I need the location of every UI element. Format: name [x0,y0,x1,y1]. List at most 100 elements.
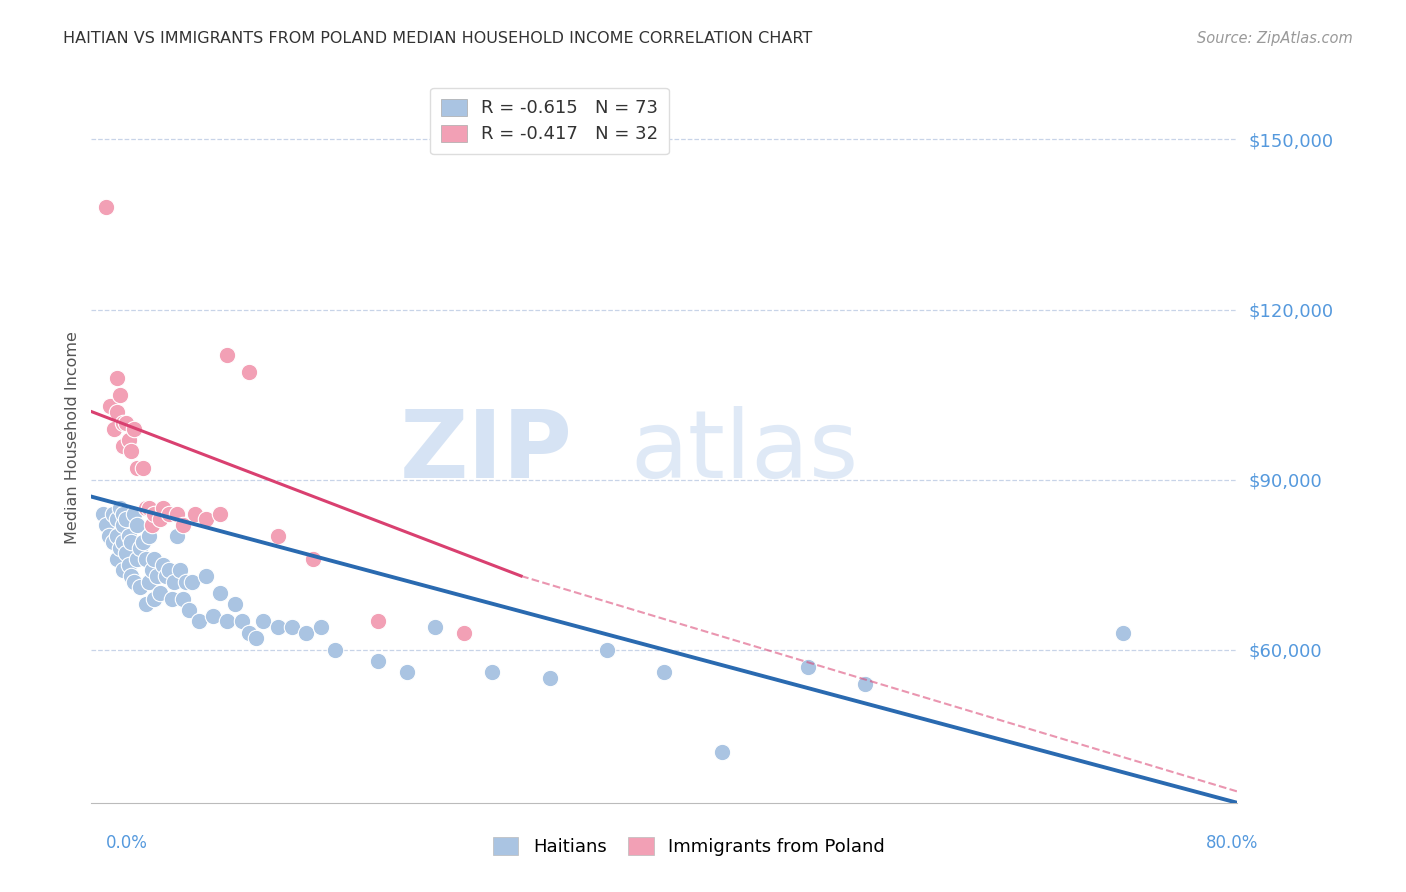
Text: 80.0%: 80.0% [1206,834,1258,852]
Point [1111,625,1133,640]
Point [187,615,209,629]
Point [155,569,177,583]
Y-axis label: Median Household Income: Median Household Income [65,331,80,543]
Point [194,569,217,583]
Point [796,659,818,673]
Point [217,615,239,629]
Point [91,507,114,521]
Point [94,201,117,215]
Point [169,563,191,577]
Legend: Haitians, Immigrants from Poland: Haitians, Immigrants from Poland [486,830,891,863]
Text: HAITIAN VS IMMIGRANTS FROM POLAND MEDIAN HOUSEHOLD INCOME CORRELATION CHART: HAITIAN VS IMMIGRANTS FROM POLAND MEDIAN… [63,31,813,46]
Point [141,518,163,533]
Point [138,500,160,515]
Point [105,552,128,566]
Point [152,558,174,572]
Point [309,620,332,634]
Point [141,563,163,577]
Text: atlas: atlas [630,406,859,498]
Point [143,507,166,521]
Point [281,620,304,634]
Point [453,625,475,640]
Point [295,625,318,640]
Point [395,665,418,680]
Point [252,615,274,629]
Point [138,529,160,543]
Point [596,642,619,657]
Text: Source: ZipAtlas.com: Source: ZipAtlas.com [1197,31,1353,46]
Point [183,507,205,521]
Point [135,500,157,515]
Point [149,586,172,600]
Point [481,665,503,680]
Point [172,518,194,533]
Point [111,507,134,521]
Point [103,421,125,435]
Point [143,552,166,566]
Point [111,563,134,577]
Point [302,552,325,566]
Point [135,552,157,566]
Point [157,507,180,521]
Point [121,569,143,583]
Legend: R = -0.615   N = 73, R = -0.417   N = 32: R = -0.615 N = 73, R = -0.417 N = 32 [430,87,669,154]
Text: 0.0%: 0.0% [105,834,148,852]
Point [117,433,139,447]
Point [105,529,128,543]
Point [111,518,134,533]
Point [166,529,188,543]
Point [111,416,134,430]
Point [166,507,188,521]
Point [174,574,197,589]
Point [143,591,166,606]
Point [238,365,260,379]
Point [121,535,143,549]
Point [217,348,239,362]
Point [121,444,143,458]
Point [129,580,152,594]
Point [101,535,124,549]
Point [117,529,139,543]
Point [138,574,160,589]
Point [367,654,389,668]
Point [105,404,128,418]
Point [652,665,675,680]
Point [132,461,155,475]
Point [160,591,183,606]
Point [224,598,246,612]
Point [101,507,124,521]
Point [111,439,134,453]
Point [323,642,346,657]
Point [105,370,128,384]
Point [710,745,733,759]
Point [238,625,260,640]
Point [117,558,139,572]
Point [114,512,136,526]
Point [97,529,120,543]
Text: ZIP: ZIP [399,406,572,498]
Point [108,500,131,515]
Point [94,518,117,533]
Point [124,574,146,589]
Point [132,535,155,549]
Point [177,603,200,617]
Point [152,500,174,515]
Point [367,615,389,629]
Point [124,507,146,521]
Point [98,399,121,413]
Point [157,563,180,577]
Point [129,541,152,555]
Point [108,541,131,555]
Point [135,598,157,612]
Point [202,608,225,623]
Point [266,529,288,543]
Point [111,535,134,549]
Point [538,671,561,685]
Point [127,518,149,533]
Point [146,569,169,583]
Point [423,620,446,634]
Point [209,507,232,521]
Point [231,615,253,629]
Point [124,421,146,435]
Point [127,461,149,475]
